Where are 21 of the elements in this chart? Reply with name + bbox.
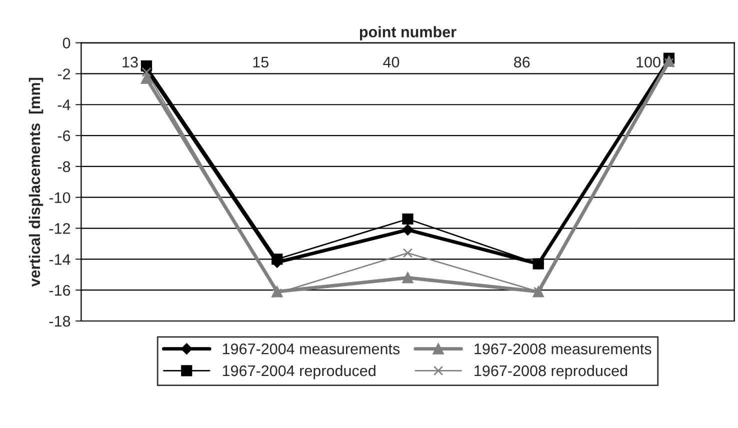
y-tick-label: -10 xyxy=(49,192,70,204)
y-axis-title: vertical displacements [mm] xyxy=(28,78,44,287)
y-tick-label: -4 xyxy=(58,100,70,110)
y-tick-label: -12 xyxy=(49,223,70,234)
x-tick-label: 100 xyxy=(636,56,660,68)
legend-label: 1967-2008 measurements xyxy=(474,344,652,354)
x-tick-label: 15 xyxy=(253,56,268,68)
x-axis-title: point number xyxy=(360,26,456,40)
y-tick-label: -16 xyxy=(49,284,70,296)
y-tick-label: -6 xyxy=(58,130,70,142)
legend-label: 1967-2004 measurements xyxy=(222,344,400,354)
legend-label: 1967-2004 reproduced xyxy=(222,364,376,380)
legend-label: 1967-2008 reproduced xyxy=(474,364,628,380)
y-tick-label: 0 xyxy=(62,38,70,48)
y-tick-label: -2 xyxy=(58,68,70,80)
y-tick-label: -18 xyxy=(49,316,70,327)
x-tick-label: 86 xyxy=(514,56,530,68)
y-tick-label: -8 xyxy=(58,161,70,172)
x-tick-label: 40 xyxy=(383,56,400,68)
y-tick-label: -14 xyxy=(49,254,70,265)
x-tick-label: 13 xyxy=(122,56,138,68)
